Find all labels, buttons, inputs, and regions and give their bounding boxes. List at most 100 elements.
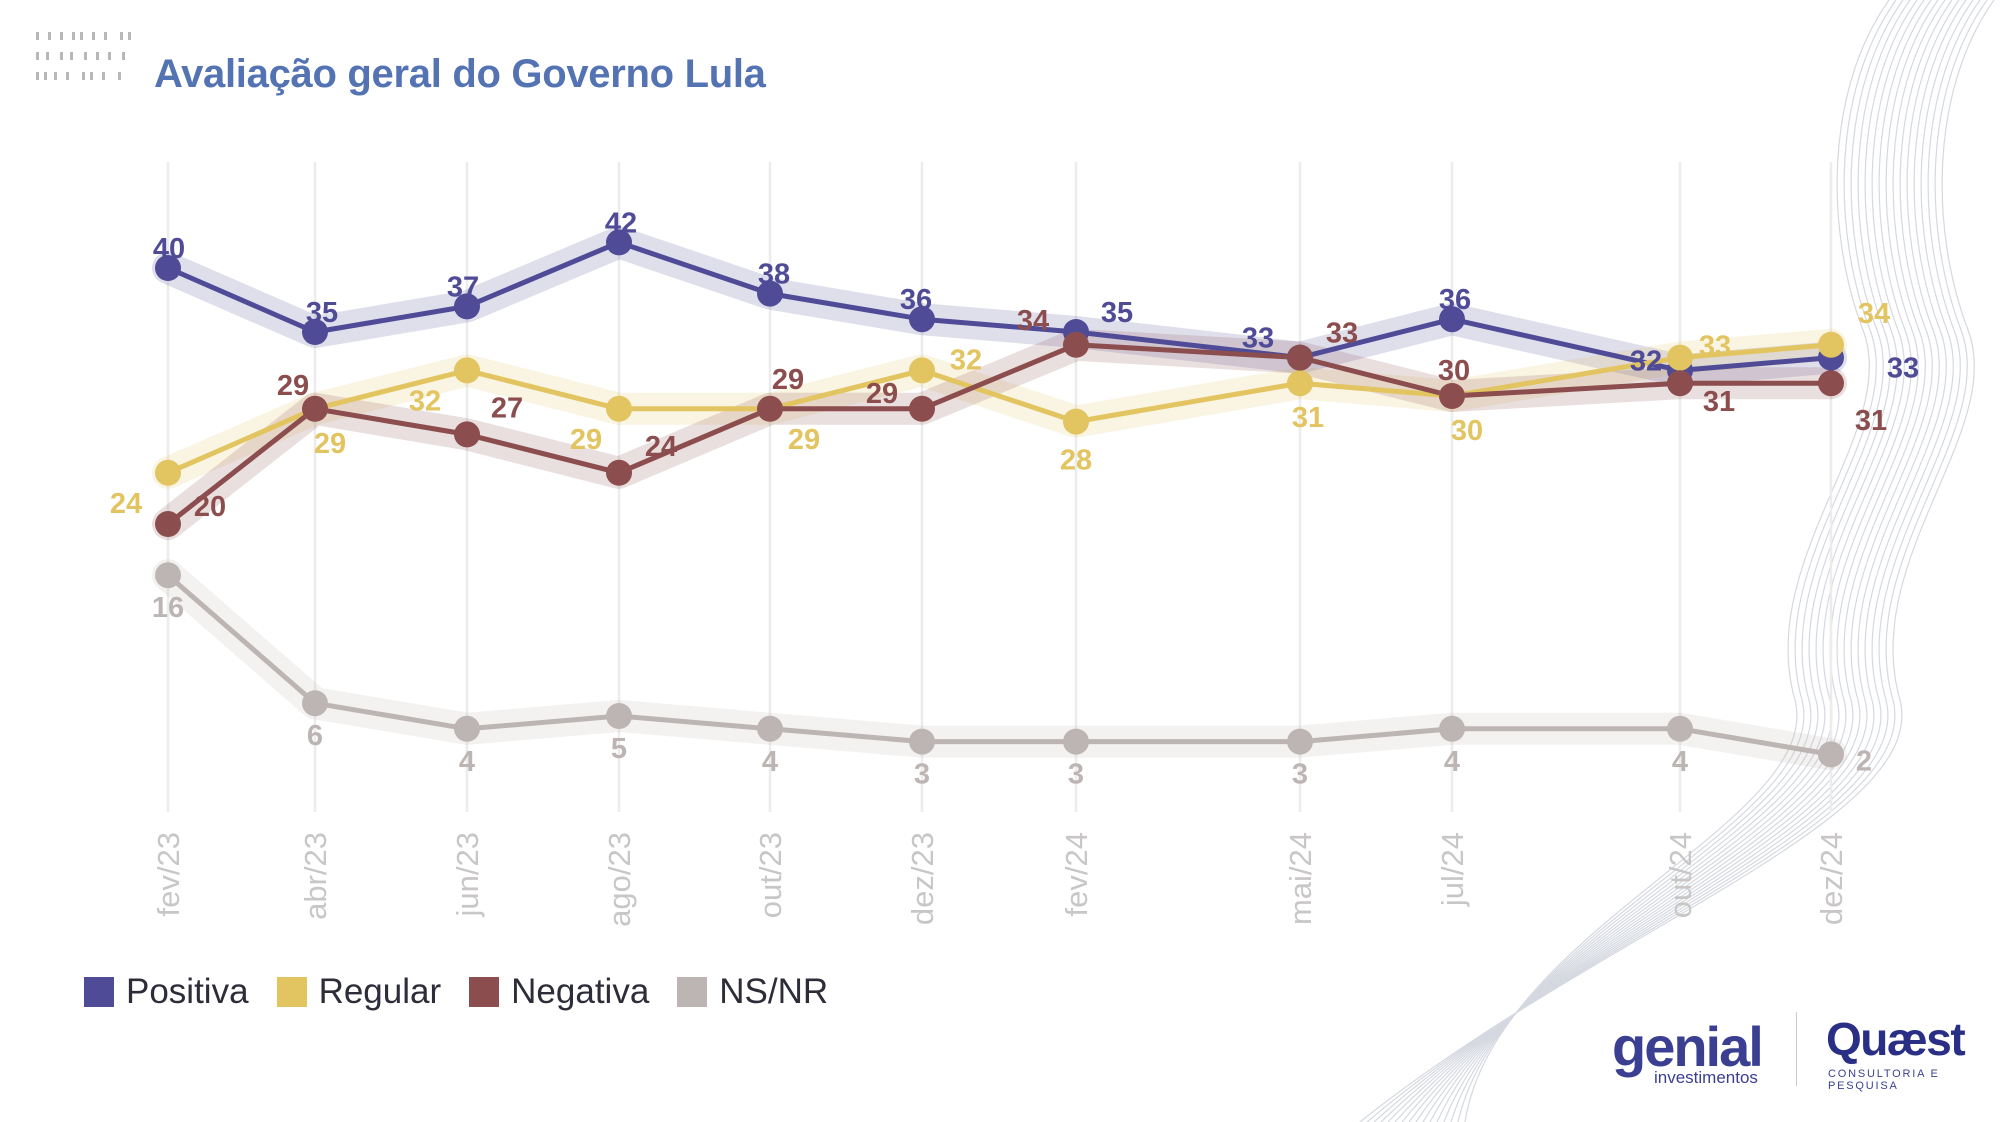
data-point-negativa — [606, 459, 632, 486]
decorative-wave-line — [1359, 0, 1995, 1122]
data-label-negativa: 33 — [1326, 318, 1358, 350]
data-point-regular — [606, 395, 632, 422]
data-label-regular: 29 — [570, 424, 602, 456]
data-point-regular — [1818, 331, 1844, 358]
x-tick-label: dez/24 — [1814, 832, 1849, 925]
data-label-positiva: 32 — [1630, 345, 1662, 377]
legend-item-nsnr: NS/NR — [677, 972, 828, 1012]
data-point-negativa — [757, 395, 783, 422]
legend-item-regular: Regular — [276, 972, 442, 1012]
data-point-regular — [1287, 370, 1313, 397]
quaest-logo-sub: CONSULTORIA E PESQUISA — [1828, 1068, 1940, 1092]
data-label-positiva: 33 — [1887, 353, 1919, 385]
data-label-regular: 32 — [409, 385, 441, 417]
data-label-positiva: 33 — [1242, 323, 1274, 355]
data-point-negativa — [909, 395, 935, 422]
decorative-wave-line — [1394, 0, 1960, 1122]
data-label-nsnr: 4 — [762, 746, 778, 778]
data-label-negativa: 29 — [866, 378, 898, 410]
data-label-positiva: 38 — [758, 259, 790, 291]
data-label-nsnr: 2 — [1856, 745, 1872, 777]
data-point-positiva — [155, 255, 181, 281]
x-tick-label: ago/23 — [602, 832, 637, 927]
legend-label: NS/NR — [719, 972, 829, 1011]
data-label-negativa: 24 — [645, 431, 677, 463]
legend-label: Positiva — [126, 972, 249, 1011]
data-label-regular: 29 — [314, 428, 346, 460]
x-tick-label: fev/24 — [1059, 832, 1094, 916]
legend-swatch-negativa — [469, 977, 500, 1007]
data-label-nsnr: 3 — [1292, 759, 1308, 791]
data-label-regular: 29 — [788, 424, 820, 456]
decorative-wave-line — [1464, 0, 1890, 1122]
data-point-negativa — [302, 395, 328, 422]
x-tick-label: jun/23 — [450, 832, 485, 917]
header-dots-icon — [36, 32, 131, 80]
data-label-positiva: 35 — [306, 297, 338, 329]
legend-label: Negativa — [511, 972, 650, 1011]
data-label-negativa: 34 — [1017, 305, 1049, 337]
genial-logo: genial investimentos — [1612, 1015, 1782, 1090]
decorative-wave-line — [1457, 0, 1897, 1122]
decorative-wave-line — [1401, 0, 1953, 1122]
data-label-regular: 32 — [950, 344, 982, 376]
data-point-nsnr — [1439, 715, 1465, 742]
decorative-wave-line — [1366, 0, 1988, 1122]
data-point-negativa — [155, 511, 181, 537]
data-point-nsnr — [155, 562, 181, 589]
decorative-wave-line — [1436, 0, 1918, 1122]
data-point-nsnr — [1818, 741, 1844, 768]
data-point-nsnr — [1287, 728, 1313, 755]
data-point-negativa — [1063, 331, 1089, 358]
decorative-wave-line — [1415, 0, 1939, 1122]
decorative-wave-line — [1422, 0, 1932, 1122]
data-label-negativa: 29 — [277, 370, 309, 402]
data-point-negativa — [1818, 370, 1844, 397]
data-point-regular — [1667, 344, 1693, 371]
legend-swatch-regular — [276, 977, 307, 1007]
data-label-negativa: 31 — [1855, 405, 1887, 437]
data-label-negativa: 20 — [194, 491, 226, 523]
chart-legend: Positiva Regular Negativa NS/NR — [84, 972, 856, 1012]
x-tick-label: out/23 — [753, 832, 788, 918]
x-tick-label: jul/24 — [1435, 832, 1470, 907]
data-label-positiva: 42 — [605, 207, 637, 239]
data-label-positiva: 36 — [900, 284, 932, 316]
legend-item-negativa: Negativa — [469, 972, 649, 1012]
x-tick-label: mai/24 — [1283, 832, 1318, 925]
decorative-wave-line — [1373, 0, 1981, 1122]
data-point-positiva — [757, 280, 783, 307]
data-point-nsnr — [757, 715, 783, 742]
data-point-negativa — [1439, 383, 1465, 409]
decorative-wave-line — [1408, 0, 1946, 1122]
data-point-nsnr — [454, 715, 480, 742]
data-point-nsnr — [606, 703, 632, 729]
page-title: Avaliação geral do Governo Lula — [154, 52, 766, 96]
x-tick-label: abr/23 — [298, 832, 333, 920]
data-point-positiva — [909, 306, 935, 333]
data-point-regular — [155, 459, 181, 486]
data-point-nsnr — [1063, 728, 1089, 755]
x-tick-label: dez/23 — [905, 832, 940, 925]
data-label-negativa: 29 — [772, 364, 804, 396]
data-label-nsnr: 6 — [307, 720, 323, 752]
data-point-regular — [1063, 408, 1089, 435]
data-label-regular: 28 — [1060, 445, 1092, 477]
x-tick-label: fev/23 — [151, 832, 186, 916]
quaest-logo: Quæst CONSULTORIA E PESQUISA — [1826, 1013, 1996, 1092]
decorative-wave-line — [1387, 0, 1967, 1122]
data-label-positiva: 40 — [153, 233, 185, 265]
genial-logo-sub: investimentos — [1654, 1068, 1758, 1087]
data-point-positiva — [454, 293, 480, 320]
legend-label: Regular — [318, 972, 442, 1011]
legend-swatch-positiva — [84, 977, 114, 1007]
data-label-positiva: 35 — [1101, 297, 1133, 329]
data-label-positiva: 36 — [1439, 284, 1471, 316]
data-label-nsnr: 3 — [914, 759, 930, 791]
data-label-regular: 24 — [110, 488, 142, 520]
data-point-negativa — [454, 421, 480, 448]
data-label-nsnr: 16 — [152, 592, 184, 624]
data-point-positiva — [1439, 306, 1465, 333]
data-label-nsnr: 4 — [1444, 746, 1460, 778]
